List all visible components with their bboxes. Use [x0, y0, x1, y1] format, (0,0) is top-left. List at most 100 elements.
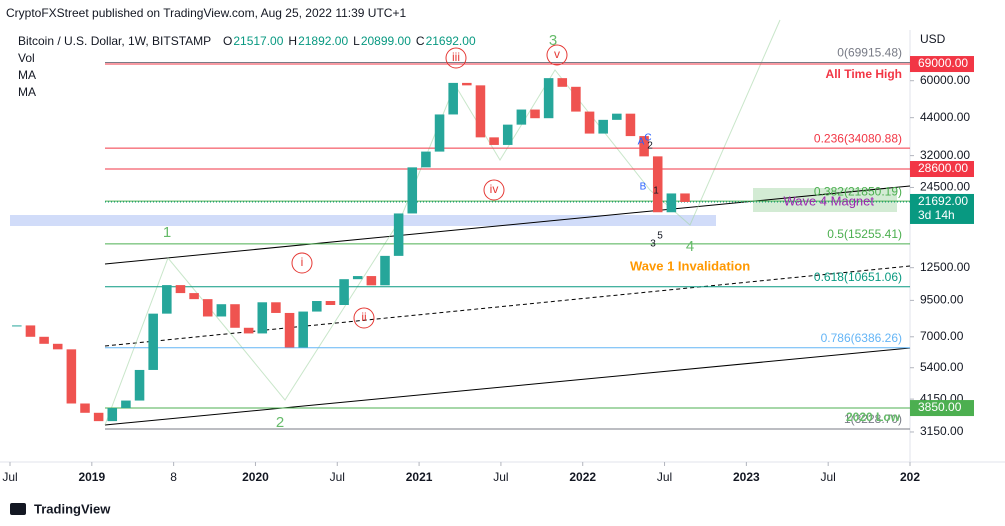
- x-tick-label: Jul: [330, 470, 345, 484]
- x-tick-label: Jul: [821, 470, 836, 484]
- candle: [312, 301, 322, 312]
- price-tag: [910, 193, 974, 224]
- candle: [462, 82, 472, 86]
- candle: [380, 255, 390, 286]
- x-tick-label: 2020: [242, 470, 269, 484]
- annotation: Wave 1 Invalidation: [630, 258, 750, 273]
- wave-circle: [445, 47, 467, 69]
- price-tag: [910, 400, 974, 417]
- wave-label: A: [638, 137, 645, 148]
- wave-label: 1: [163, 224, 171, 241]
- x-tick-label: 2023: [733, 470, 760, 484]
- candle: [598, 119, 608, 134]
- candle: [393, 213, 404, 256]
- wave-label: 5: [657, 231, 663, 242]
- x-tick-label: Jul: [657, 470, 672, 484]
- support-zone: [10, 215, 716, 226]
- x-tick-label: 2022: [569, 470, 596, 484]
- candle: [571, 86, 581, 112]
- y-tick-label: 32000.00: [920, 148, 970, 162]
- candle: [12, 325, 22, 327]
- candle: [216, 304, 227, 317]
- wave-label: v: [554, 47, 560, 61]
- brand: TradingView: [34, 501, 111, 516]
- price-tag-sub: 3d 14h: [918, 208, 955, 222]
- fib-label: 0.382(21850.19): [814, 184, 902, 198]
- ohlc-legend: O 21517.00 H 21892.00 L 20899.00 C 21692.00: [223, 34, 476, 48]
- candle: [516, 109, 527, 125]
- indicator: MA: [18, 85, 36, 99]
- wave-label: 1: [653, 186, 659, 197]
- candle: [325, 301, 336, 305]
- candle: [666, 193, 677, 213]
- candle: [489, 137, 499, 145]
- candle: [612, 113, 622, 120]
- wave-labels: 1 2 3 4 i ii iii iv v A B C 1 2 3 5: [163, 32, 694, 431]
- x-tick-label: 2019: [78, 470, 105, 484]
- wave-label: i: [301, 255, 304, 269]
- wave-label: C: [644, 133, 651, 144]
- candle: [448, 82, 458, 115]
- candle: [39, 336, 49, 344]
- candle: [502, 124, 513, 145]
- candle: [584, 111, 595, 134]
- candle: [121, 400, 131, 409]
- x-tick-label: 202: [900, 470, 920, 484]
- ohlc-key: O: [223, 34, 232, 48]
- currency: USD: [920, 32, 946, 46]
- wave-label: 2: [276, 414, 284, 431]
- wave-label: 3: [549, 32, 557, 49]
- candle: [475, 85, 486, 138]
- wave-label: iv: [490, 182, 499, 196]
- y-tick-label: 7000.00: [920, 329, 964, 343]
- candle: [339, 279, 349, 305]
- candle: [680, 193, 690, 202]
- ohlc-key: H: [288, 34, 297, 48]
- fib-label: 0(69915.48): [837, 46, 902, 60]
- chart-title: Bitcoin / U.S. Dollar, 1W, BITSTAMP: [18, 34, 211, 48]
- wave-circle: [353, 307, 375, 329]
- y-tick-label: 60000.00: [920, 73, 970, 87]
- plot: 0(69915.48) 0.236(34080.88) 0.382(21850.19…: [12, 46, 910, 430]
- candle: [639, 136, 649, 157]
- wave-label: 3: [650, 239, 656, 250]
- candle: [434, 114, 445, 152]
- price-tag-label: 69000.00: [918, 56, 968, 70]
- candle: [93, 412, 104, 422]
- trendline: [104, 185, 911, 265]
- wave-circle: [546, 44, 568, 66]
- y-tick-label: 5400.00: [920, 360, 964, 374]
- wave-circle: [483, 179, 505, 201]
- wave-label: iii: [452, 50, 460, 64]
- trendline: [104, 347, 911, 426]
- y-tick-label: 24500.00: [920, 180, 970, 194]
- candle: [625, 113, 636, 137]
- ohlc-value: 21692.00: [426, 34, 476, 48]
- y-tick-label: 12500.00: [920, 260, 970, 274]
- publisher: CryptoFXStreet published on TradingView.…: [6, 6, 406, 20]
- wave-label: 4: [686, 238, 694, 255]
- candle: [189, 293, 199, 300]
- candle: [421, 151, 431, 168]
- candle: [243, 327, 254, 334]
- x-tick-label: Jul: [493, 470, 508, 484]
- fib-label: 0.5(15255.41): [827, 227, 902, 241]
- candle: [530, 109, 540, 119]
- annotation: 2020 Low: [846, 410, 901, 424]
- ohlc-value: 21517.00: [233, 34, 283, 48]
- fib-label: 0.236(34080.88): [814, 131, 902, 145]
- y-tick-label: 44000.00: [920, 110, 970, 124]
- annotation: All Time High: [826, 67, 902, 81]
- wave-label: ii: [361, 310, 366, 324]
- brand-logo: [10, 503, 26, 515]
- candle: [557, 78, 568, 87]
- candle: [230, 304, 240, 328]
- wave-label: B: [640, 182, 647, 193]
- fib-label: 1(3228.70): [844, 412, 902, 426]
- wave-circle: [291, 252, 313, 274]
- candle: [175, 285, 186, 294]
- magnet-zone: [753, 188, 897, 212]
- x-tick-label: 2021: [406, 470, 433, 484]
